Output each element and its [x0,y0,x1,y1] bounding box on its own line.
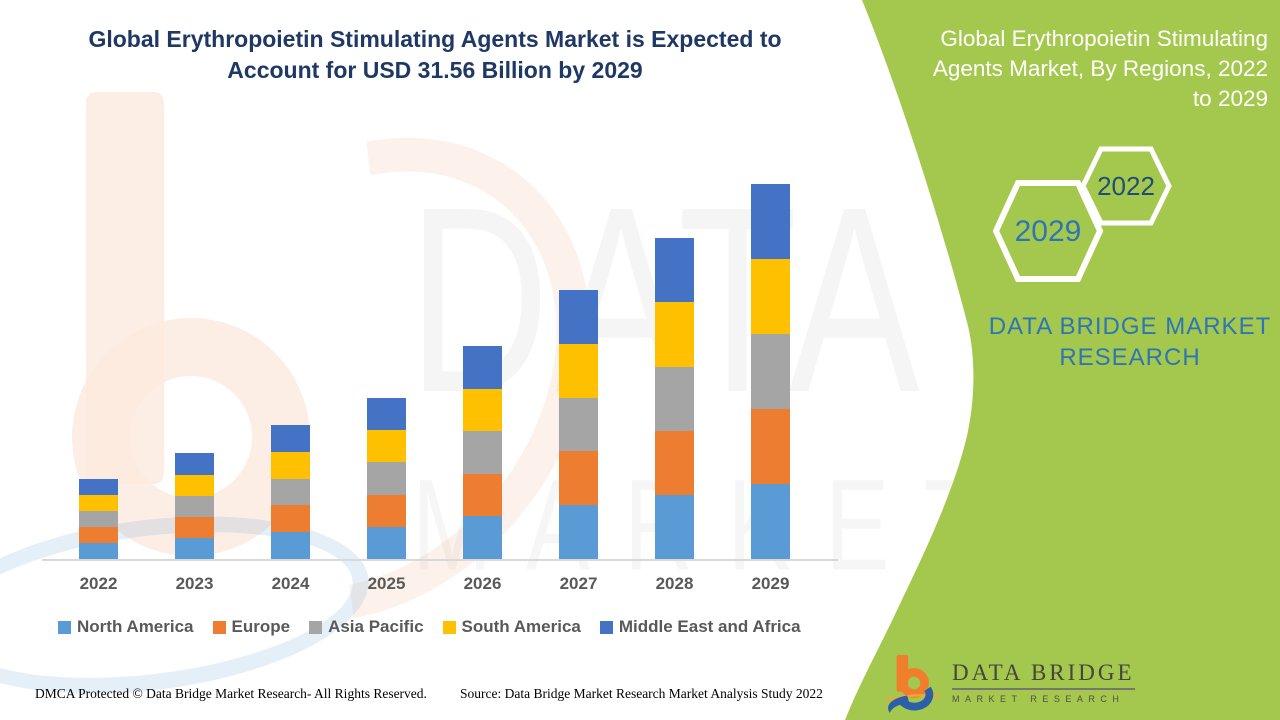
x-axis-line [42,559,838,561]
legend-swatch [309,620,323,634]
bar-segment-2025-middle-east-and-africa [367,398,406,431]
bar-segment-2025-asia-pacific [367,462,406,495]
bar-segment-2029-europe [751,409,790,485]
logo-sub-wordmark: MARKET RESEARCH [952,694,1125,704]
panel-brand-text: DATA BRIDGE MARKET RESEARCH [985,311,1275,373]
hexagon-2029 [992,180,1104,282]
panel-title-line1: Global Erythropoietin Stimulating [940,26,1268,51]
bar-segment-2026-europe [463,473,502,517]
bar-segment-2026-north-america [463,516,502,559]
bar-segment-2024-asia-pacific [271,478,310,506]
bar-segment-2028-south-america [655,302,694,367]
hexagon-2022 [1080,146,1172,226]
bar-segment-2024-middle-east-and-africa [271,424,310,452]
bar-2029 [751,184,790,559]
databridge-logo: DATA BRIDGE MARKET RESEARCH [884,654,1135,714]
panel-title-line3: to 2029 [1192,86,1268,111]
bar-2022 [79,478,118,559]
chart-legend: North America Europe Asia Pacific South Ame… [58,617,801,637]
bar-2023 [175,453,214,559]
x-axis-label-2026: 2026 [463,574,502,593]
x-axis-label-2025: 2025 [367,574,406,593]
bar-segment-2022-middle-east-and-africa [79,478,118,495]
x-axis-label-2024: 2024 [271,574,310,593]
bar-segment-2026-south-america [463,388,502,432]
bar-segment-2023-north-america [175,537,214,559]
bar-segment-2027-asia-pacific [559,397,598,452]
legend-label: Middle East and Africa [618,617,801,636]
bar-2024 [271,424,310,559]
bar-segment-2029-asia-pacific [751,334,790,410]
chart-title-line2: Account for USD 31.56 Billion by 2029 [227,57,643,83]
bar-segment-2028-europe [655,430,694,495]
bar-segment-2025-south-america [367,430,406,463]
bar-segment-2027-north-america [559,505,598,559]
legend-swatch [212,620,226,634]
bar-segment-2023-south-america [175,474,214,496]
legend-item-north-america: North America [58,617,194,637]
stacked-bar-chart: 2022 2023 2024 2025 2026 2027 2028 2029 [42,184,838,593]
bar-segment-2024-south-america [271,451,310,479]
bar-segment-2022-south-america [79,494,118,511]
bar-segment-2027-south-america [559,343,598,398]
panel-brand-line1: DATA BRIDGE MARKET [988,313,1272,340]
bar-segment-2026-asia-pacific [463,431,502,474]
bar-segment-2028-asia-pacific [655,366,694,431]
x-axis-label-2027: 2027 [559,574,598,593]
bar-segment-2029-south-america [751,259,790,335]
bar-segment-2024-europe [271,505,310,533]
bar-segment-2025-north-america [367,526,406,560]
legend-label: South America [461,617,581,636]
bar-segment-2022-asia-pacific [79,510,118,527]
bar-segment-2028-middle-east-and-africa [655,238,694,303]
hexagon-year-2022: 2022 [1097,171,1155,201]
bar-segment-2023-middle-east-and-africa [175,453,214,475]
source-note: Source: Data Bridge Market Research Mark… [460,686,823,701]
bar-segment-2029-north-america [751,484,790,559]
bar-segment-2029-middle-east-and-africa [751,184,790,260]
panel-title-line2: Agents Market, By Regions, 2022 [932,56,1268,81]
bar-2028 [655,238,694,560]
chart-title-line1: Global Erythropoietin Stimulating Agents… [88,26,782,52]
legend-swatch [599,620,613,634]
legend-item-middle-east-and-africa: Middle East and Africa [599,617,801,637]
legend-item-asia-pacific: Asia Pacific [309,617,424,637]
logo-wordmark: DATA BRIDGE [952,660,1135,690]
hexagon-badges [992,146,1172,282]
legend-label: Asia Pacific [328,617,424,636]
hexagon-year-2029: 2029 [1014,215,1082,248]
bar-2026 [463,345,502,559]
bar-segment-2022-europe [79,526,118,543]
x-axis-label-2029: 2029 [751,574,790,593]
x-axis-label-2028: 2028 [655,574,694,593]
panel-brand-line2: RESEARCH [1059,344,1201,371]
x-axis-label-2022: 2022 [79,574,118,593]
bar-segment-2023-asia-pacific [175,495,214,517]
databridge-logo-icon [885,655,941,713]
dmca-notice: DMCA Protected © Data Bridge Market Rese… [35,686,427,701]
bar-segment-2023-europe [175,516,214,538]
bar-2027 [559,290,598,559]
panel-title: Global Erythropoietin Stimulating Agents… [878,24,1268,114]
bar-segment-2024-north-america [271,532,310,559]
legend-label: North America [77,617,194,636]
bar-segment-2027-middle-east-and-africa [559,290,598,344]
bar-segment-2026-middle-east-and-africa [463,345,502,389]
bar-segment-2028-north-america [655,494,694,560]
legend-item-europe: Europe [212,617,291,637]
bar-segment-2022-north-america [79,542,118,559]
chart-title: Global Erythropoietin Stimulating Agents… [60,24,810,86]
legend-swatch [58,620,71,634]
legend-label: Europe [231,617,291,636]
bar-segment-2027-europe [559,451,598,506]
bar-2025 [367,398,406,560]
bar-segment-2025-europe [367,494,406,527]
x-axis-label-2023: 2023 [175,574,214,593]
legend-item-south-america: South America [442,617,581,637]
legend-swatch [442,620,456,634]
